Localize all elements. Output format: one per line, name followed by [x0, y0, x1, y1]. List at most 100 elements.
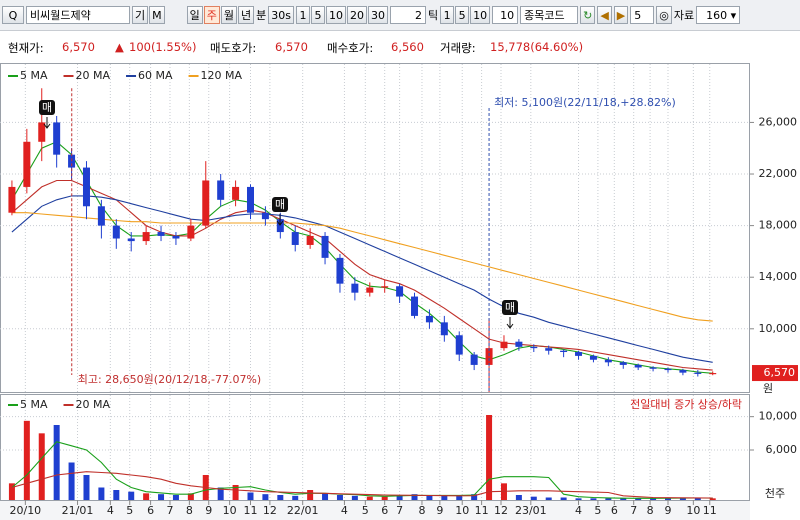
next-button[interactable]: ▶	[613, 6, 629, 24]
legend-label: 60 MA	[138, 69, 173, 82]
x-tick-label: 11	[475, 504, 489, 517]
tick-input-2[interactable]: 10	[492, 6, 519, 24]
candle-body	[157, 232, 165, 236]
x-tick-label: 4	[107, 504, 114, 517]
candle-body	[53, 122, 61, 155]
step-input[interactable]: 5	[630, 6, 655, 24]
candle-body	[515, 341, 523, 347]
minute-button[interactable]: 1	[295, 6, 310, 24]
x-tick-label: 5	[594, 504, 601, 517]
x-tick-label: 8	[418, 504, 425, 517]
volume-bar	[232, 485, 239, 500]
x-tick-label: 7	[630, 504, 637, 517]
tick-input[interactable]: 2	[389, 6, 426, 24]
signal-arrow	[276, 214, 284, 226]
current-label: 현재가:	[8, 41, 44, 55]
period-button[interactable]: 일	[186, 6, 203, 24]
volume-bar	[322, 493, 329, 500]
settings-button[interactable]: ◎	[656, 6, 672, 24]
candle-body	[485, 348, 493, 365]
price-tag	[752, 365, 798, 382]
tick-button[interactable]: 10	[470, 6, 491, 24]
tick-label: 틱	[427, 9, 439, 22]
period-button[interactable]: 월	[220, 6, 237, 24]
candle-body	[664, 368, 672, 371]
refresh-button[interactable]: ↻	[580, 6, 596, 24]
candle-body	[366, 287, 374, 293]
volume-bar	[53, 425, 60, 500]
volume-bar	[307, 490, 314, 500]
y-tick-label: 18,000	[759, 219, 798, 232]
tick-buttons: 1 5 10	[440, 6, 491, 24]
volume-bar	[351, 495, 358, 500]
volume-bar	[292, 495, 299, 500]
candle-body	[619, 362, 627, 365]
minute-button[interactable]: 30	[367, 6, 388, 24]
x-tick-label: 12	[494, 504, 508, 517]
volume-bar	[158, 494, 165, 500]
volume-bar	[396, 495, 403, 500]
x-tick-label: 4	[341, 504, 348, 517]
signal-box	[502, 300, 518, 315]
candle-body	[202, 180, 210, 226]
x-tick-label: 4	[575, 504, 582, 517]
volume-bar	[262, 494, 269, 500]
candle-body	[142, 232, 150, 242]
ma-line	[11, 441, 713, 499]
volume-bar	[679, 497, 686, 500]
bid: 6,560	[391, 40, 424, 54]
candle-body	[351, 283, 359, 293]
volume-bar	[471, 494, 478, 500]
code-label[interactable]: 종목코드	[520, 6, 579, 24]
volume-bar	[336, 495, 343, 500]
x-tick-label: 20/10	[9, 504, 41, 517]
signal-label: 매	[275, 198, 285, 211]
seconds-button[interactable]: 30s	[268, 6, 294, 24]
tick-button[interactable]: 1	[440, 6, 455, 24]
volume-bar	[664, 498, 671, 500]
unit-label: 원	[763, 382, 773, 395]
minute-button[interactable]: 10	[325, 6, 346, 24]
stock-name-input[interactable]: 비씨월드제약	[26, 6, 130, 24]
signal-label: 매	[505, 301, 515, 314]
volume-bar	[8, 483, 15, 500]
period-button[interactable]: 년	[238, 6, 255, 24]
y-tick-label: 10,000	[759, 410, 798, 423]
y-tick-label: 10,000	[759, 322, 798, 335]
tool-button[interactable]: M	[149, 6, 165, 24]
x-tick-label: 5	[362, 504, 369, 517]
x-tick-label: 21/01	[62, 504, 94, 517]
period-button[interactable]: 주	[203, 6, 220, 24]
tick-button[interactable]: 5	[455, 6, 470, 24]
volume-bar	[575, 498, 582, 500]
prev-button[interactable]: ◀	[597, 6, 612, 24]
candle-body	[381, 286, 389, 288]
volume-bar	[709, 498, 716, 500]
x-tick-label: 9	[205, 504, 212, 517]
candle-body	[545, 348, 553, 351]
x-tick-label: 8	[186, 504, 193, 517]
tool-button[interactable]: 기	[132, 6, 149, 24]
current-price: 6,570	[62, 40, 95, 54]
data-count-select[interactable]: 160 ▾	[696, 6, 741, 24]
minute-button[interactable]: 20	[346, 6, 367, 24]
minute-button[interactable]: 5	[310, 6, 325, 24]
signal-label: 매	[42, 101, 52, 114]
candle-body	[82, 167, 90, 207]
volume-bar	[366, 496, 373, 500]
candle-body	[23, 141, 31, 187]
candle-body	[8, 186, 16, 213]
x-tick-label: 11	[243, 504, 257, 517]
volume-label: 거래량:	[440, 41, 476, 55]
x-tick-label: 6	[147, 504, 154, 517]
data-count: 160	[706, 8, 728, 22]
minute-label: 분	[256, 9, 267, 22]
search-button[interactable]: Q	[2, 6, 24, 24]
x-tick-label: 9	[664, 504, 671, 517]
volume-bar	[187, 493, 194, 500]
x-tick-label: 7	[166, 504, 173, 517]
volume-bar	[545, 497, 552, 500]
volume-bar	[113, 490, 120, 500]
